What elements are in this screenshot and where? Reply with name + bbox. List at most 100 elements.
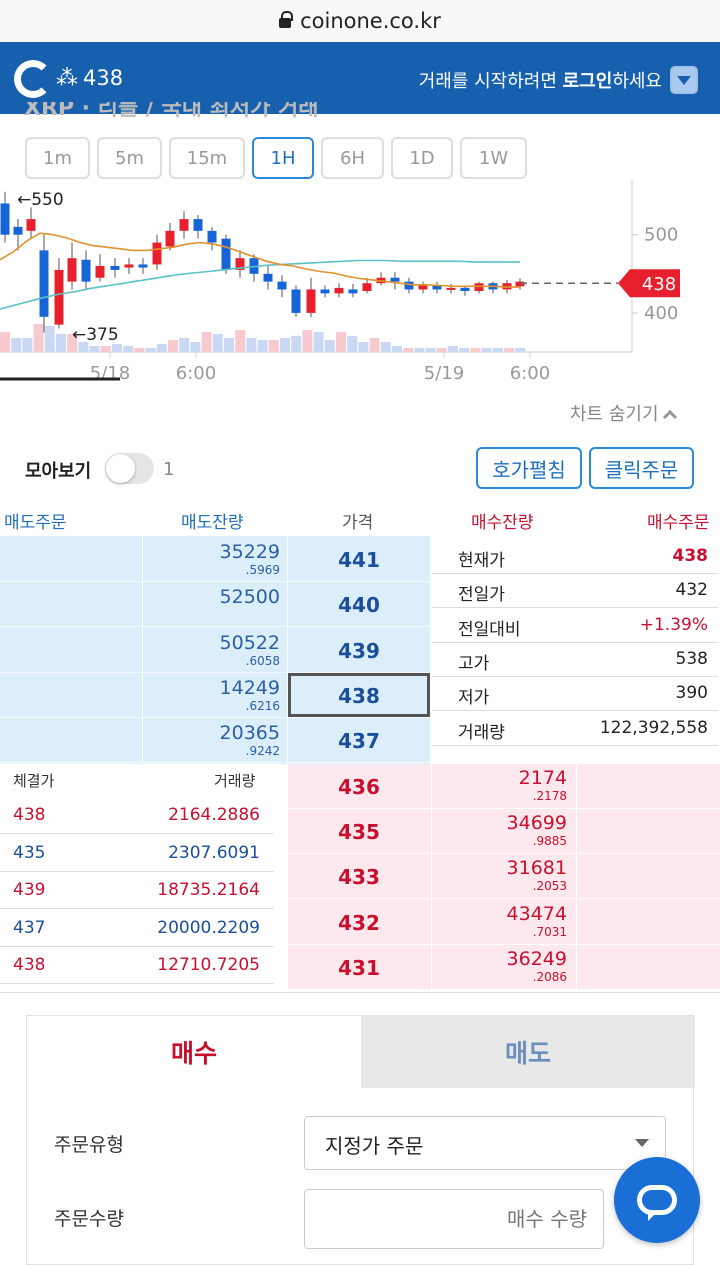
order-type-select[interactable]: 지정가 주문 <box>304 1116 666 1170</box>
trade-volume: 12710.7205 <box>157 955 260 975</box>
bid-row[interactable] <box>288 809 720 855</box>
header-price: 가격 <box>342 513 374 533</box>
interval-1d[interactable]: 1D <box>391 137 453 179</box>
bid-price[interactable]: 432 <box>338 910 380 935</box>
interval-1h[interactable]: 1H <box>252 137 314 179</box>
low-annotation: ←375 <box>72 325 119 345</box>
ask-row[interactable] <box>0 673 430 718</box>
tab-buy[interactable]: 매수 <box>27 1016 361 1088</box>
moving-average-long <box>0 259 520 310</box>
toggle-knob <box>106 454 135 483</box>
candle-body <box>95 266 105 278</box>
trade-row: 435 2307.6091 <box>0 835 274 872</box>
expand-orderbook-button[interactable]: 호가펼침 <box>476 447 582 489</box>
stat-value: 390 <box>675 683 708 704</box>
bid-row[interactable] <box>288 854 720 900</box>
volume-bar <box>33 324 44 352</box>
volume-bar <box>212 334 223 352</box>
interval-1w[interactable]: 1W <box>460 137 527 179</box>
volume-bar <box>268 340 279 352</box>
candle-body <box>193 219 203 231</box>
volume-bar <box>201 332 212 352</box>
interval-6h[interactable]: 6H <box>321 137 384 179</box>
trade-volume: 20000.2209 <box>157 917 260 938</box>
interval-1m[interactable]: 1m <box>25 137 90 179</box>
volume-bar <box>145 348 156 352</box>
menu-dropdown-button[interactable] <box>670 66 698 94</box>
interval-5m[interactable]: 5m <box>97 137 162 179</box>
header-coin-price: 438 <box>83 66 124 90</box>
bid-row[interactable] <box>288 764 720 809</box>
coin-subtitle: XRP · 리플 / 국내 최저가 거래 <box>24 102 319 118</box>
browser-url-bar[interactable]: coinone.co.kr <box>0 0 720 42</box>
hide-chart-button[interactable]: 차트 숨기기 <box>570 400 677 426</box>
bid-price[interactable]: 433 <box>338 865 380 890</box>
chat-button[interactable] <box>614 1157 700 1243</box>
ask-price[interactable]: 440 <box>338 593 380 618</box>
ask-qty-value: 20365 <box>219 722 280 745</box>
volume-bar <box>392 346 402 352</box>
order-panel: 매수 매도 주문유형 지정가 주문 주문수량 <box>26 1015 695 1265</box>
bid-price[interactable]: 436 <box>338 775 380 799</box>
ask-row[interactable] <box>0 628 430 673</box>
moving-average-short <box>0 232 520 288</box>
click-order-button[interactable]: 클릭주문 <box>589 447 694 489</box>
hide-chart-label: 차트 숨기기 <box>570 404 659 425</box>
interval-15m[interactable]: 15m <box>169 137 245 179</box>
ask-row[interactable] <box>0 582 430 628</box>
ask-qty-fraction: .6216 <box>245 698 280 713</box>
ask-row[interactable] <box>0 537 430 582</box>
candle-body <box>474 283 484 292</box>
candle-body <box>348 289 358 294</box>
divider <box>287 536 288 764</box>
ask-price[interactable]: 438 <box>338 683 380 708</box>
lock-icon <box>279 11 294 28</box>
bid-qty-fraction: .7031 <box>532 924 567 939</box>
ask-qty: 14249.6216 <box>144 677 280 713</box>
candle-body <box>179 219 189 231</box>
coinone-logo-icon[interactable] <box>14 60 52 98</box>
bid-price[interactable]: 431 <box>338 955 380 980</box>
login-prompt[interactable]: 거래를 시작하려면 로그인하세요 <box>419 67 662 93</box>
bid-price[interactable]: 435 <box>338 820 380 845</box>
ask-price[interactable]: 441 <box>338 548 380 572</box>
stat-row: 거래량 122,392,558 <box>432 712 718 746</box>
bid-qty-fraction: .2178 <box>532 789 567 803</box>
volume-bar <box>67 334 78 352</box>
trade-price: 435 <box>13 842 46 863</box>
candle-body <box>460 287 470 292</box>
trade-price: 437 <box>13 917 46 938</box>
x-tick-label: 6:00 <box>510 363 550 384</box>
price-chart[interactable]: 500 400 5/18 6:00 5/19 6:00 438 ←550 ←375 <box>0 180 720 395</box>
candle-body <box>515 281 525 287</box>
group-view-toggle[interactable] <box>105 453 154 484</box>
volume-bar <box>179 338 190 352</box>
candle-body <box>277 281 287 290</box>
ask-price[interactable]: 439 <box>338 638 380 663</box>
candle-body <box>418 285 428 290</box>
candle-body <box>54 269 64 325</box>
volume-bar <box>425 348 436 352</box>
candle-body <box>124 264 134 268</box>
ask-qty-fraction: .9242 <box>245 744 280 759</box>
volume-bar <box>89 346 100 352</box>
ask-qty-value: 35229 <box>219 541 280 563</box>
bid-qty: 43474.7031 <box>432 903 567 939</box>
bid-qty-fraction: .2053 <box>532 879 567 894</box>
bid-qty-value: 31681 <box>506 857 567 880</box>
tab-sell[interactable]: 매도 <box>361 1016 695 1088</box>
ask-orderbook <box>0 536 430 764</box>
trade-volume: 2307.6091 <box>168 842 260 863</box>
volume-bar <box>280 338 290 352</box>
quantity-input[interactable] <box>304 1189 604 1249</box>
login-link[interactable]: 로그인 <box>562 71 613 92</box>
ask-price[interactable]: 437 <box>338 729 380 754</box>
stat-value: 538 <box>675 648 708 669</box>
volume-bar <box>324 340 335 352</box>
ask-row[interactable] <box>0 718 430 764</box>
bid-row[interactable] <box>288 945 720 990</box>
bid-qty: 36249.2086 <box>432 948 567 984</box>
bid-row[interactable] <box>288 900 720 945</box>
chevron-down-icon <box>677 75 691 85</box>
volume-bar <box>123 346 134 352</box>
